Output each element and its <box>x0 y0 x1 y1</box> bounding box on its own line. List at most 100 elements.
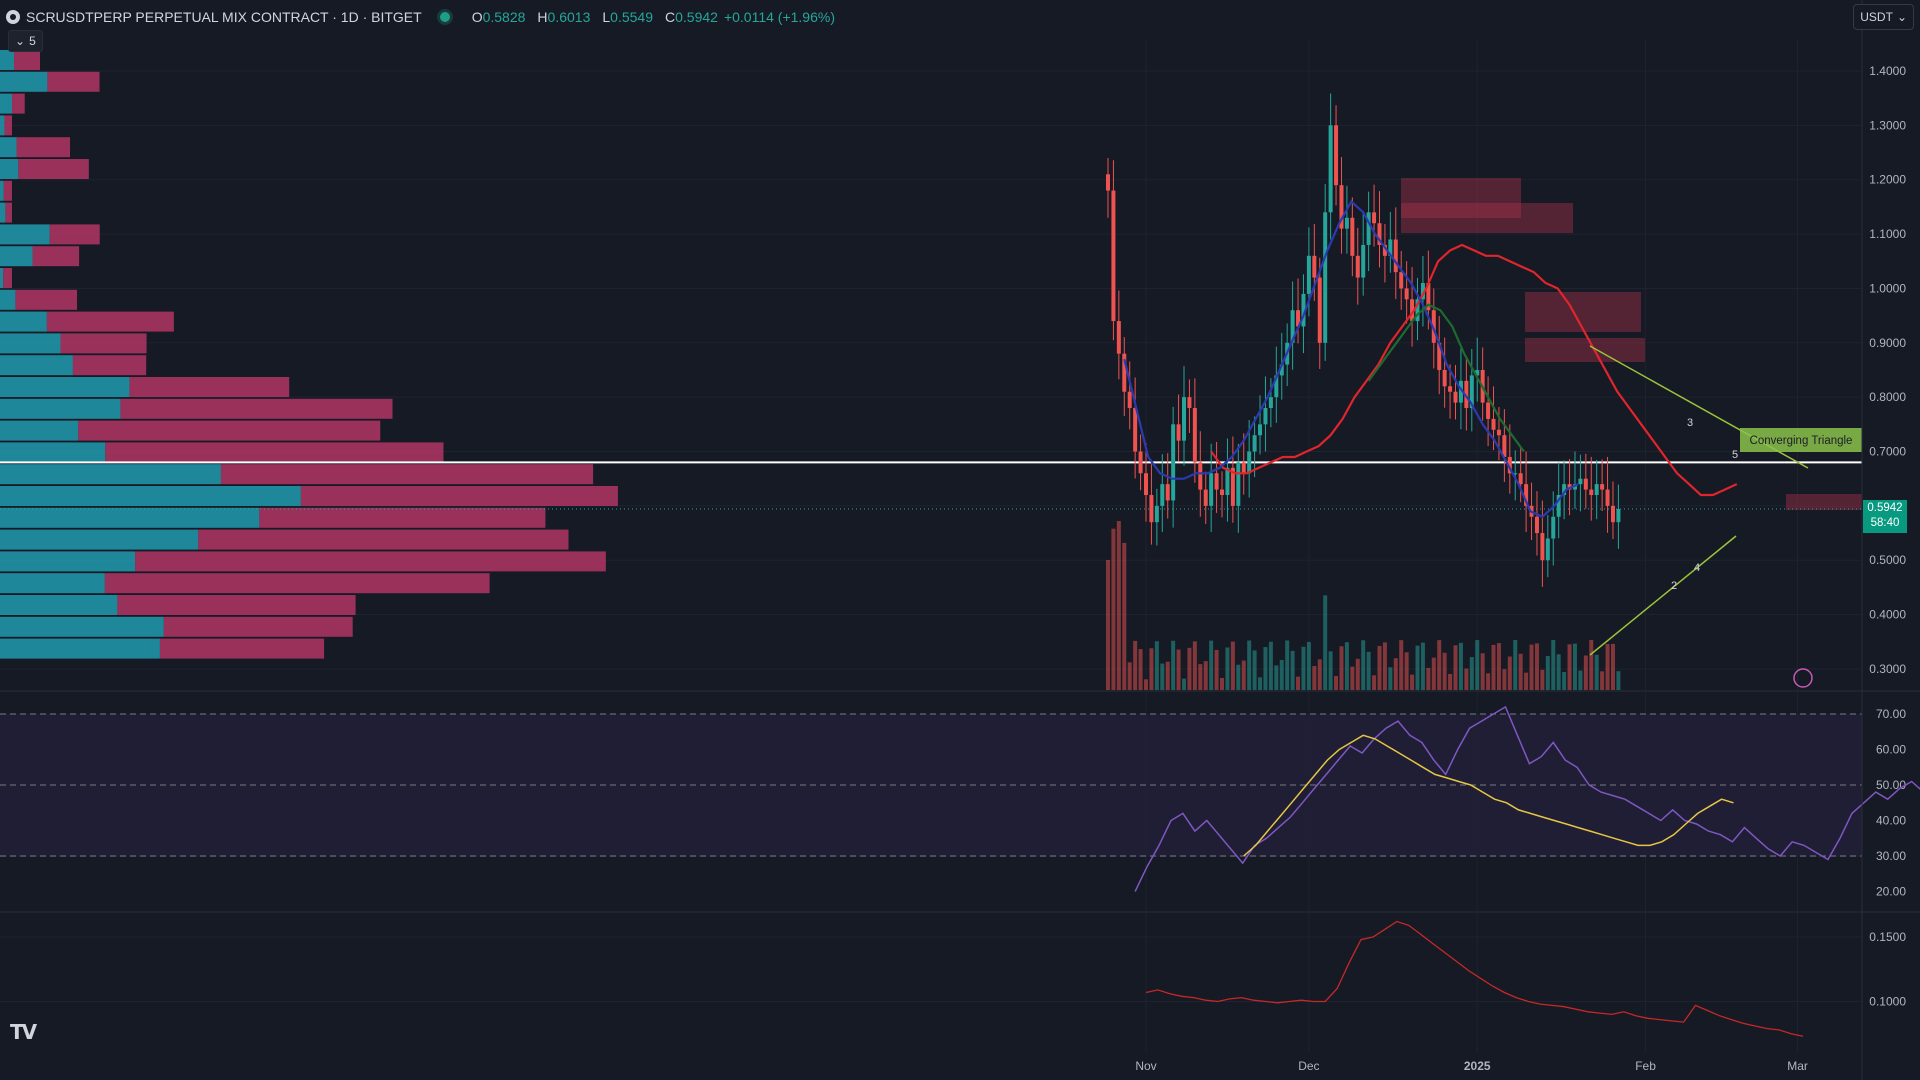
chevron-down-icon: ⌄ <box>1896 10 1907 24</box>
volume-profile-up-bar <box>0 420 79 441</box>
candle-body <box>1328 125 1333 213</box>
candle-body <box>1339 185 1344 229</box>
volume-bar <box>1475 640 1480 690</box>
volume-bar <box>1513 640 1518 690</box>
candle-body <box>1149 495 1154 523</box>
volume-bar <box>1127 662 1132 690</box>
candle-body <box>1133 408 1138 452</box>
candle-body <box>1420 283 1425 300</box>
volume-bar <box>1301 646 1306 690</box>
volume-bar <box>1551 640 1556 690</box>
volume-bar <box>1534 643 1539 690</box>
candle-body <box>1334 125 1339 186</box>
candle-body <box>1236 462 1241 506</box>
volume-bar <box>1312 666 1317 690</box>
candle-body <box>1437 342 1442 370</box>
candle-body <box>1323 212 1328 343</box>
volume-profile-up-bar <box>0 268 4 288</box>
volume-profile-down-bar <box>4 115 12 136</box>
candle-body <box>1214 473 1219 490</box>
candle-body <box>1230 467 1235 506</box>
candle-body <box>1594 484 1599 496</box>
volume-profile-up-bar <box>0 137 17 158</box>
y-tick-label: 0.8000 <box>1869 390 1906 404</box>
indicators-collapse-button[interactable]: ⌄ 5 <box>8 30 43 52</box>
volume-bar <box>1410 674 1415 690</box>
rsi-y-tick-label: 30.00 <box>1876 849 1906 863</box>
volume-profile-up-bar <box>0 573 105 594</box>
logo-icon[interactable] <box>6 10 20 24</box>
volume-bar <box>1154 641 1159 690</box>
volume-bar <box>1372 675 1377 690</box>
close-value: 0.5942 <box>675 9 718 25</box>
volume-bar <box>1214 649 1219 690</box>
volume-profile-down-bar <box>3 268 12 288</box>
currency-selector[interactable]: USDT ⌄ <box>1853 4 1914 30</box>
y-tick-label: 0.9000 <box>1869 336 1906 350</box>
volume-bar <box>1339 646 1344 690</box>
volume-profile-up-bar <box>0 377 130 397</box>
candle-body <box>1486 402 1491 419</box>
volume-bar <box>1176 649 1181 690</box>
volume-bar <box>1220 677 1225 690</box>
supply-zone <box>1401 203 1573 233</box>
candle-body <box>1551 516 1556 539</box>
supply-zone <box>1786 494 1862 510</box>
candle-body <box>1105 174 1110 191</box>
bar-countdown: 58:40 <box>1870 517 1900 529</box>
rsi-y-tick-label: 40.00 <box>1876 814 1906 828</box>
volume-bar <box>1209 640 1214 690</box>
candle-body <box>1247 451 1252 474</box>
volume-profile-down-bar <box>72 355 147 376</box>
volume-bar <box>1605 644 1610 690</box>
volume-bar <box>1252 650 1257 690</box>
tradingview-logo-icon[interactable]: TV <box>10 1020 37 1044</box>
volume-bar <box>1350 666 1355 690</box>
volume-bar <box>1366 651 1371 690</box>
volume-bar <box>1230 641 1235 690</box>
supply-zone <box>1525 292 1641 332</box>
candle-body <box>1192 408 1197 463</box>
candle-body <box>1399 272 1404 289</box>
volume-profile-down-bar <box>12 93 25 114</box>
close-label: C <box>664 9 676 25</box>
volume-bar <box>1355 658 1360 690</box>
volume-bar <box>1600 671 1605 690</box>
volume-bar <box>1328 651 1333 690</box>
candle-body <box>1431 310 1436 343</box>
candle-body <box>1589 489 1594 496</box>
volume-profile-down-bar <box>14 50 41 70</box>
volume-bar <box>1144 679 1148 690</box>
rsi-y-tick-label: 20.00 <box>1876 885 1906 899</box>
wave-label: 3 <box>1687 417 1693 429</box>
candle-body <box>1583 478 1588 490</box>
candle-body <box>1502 435 1507 457</box>
lightning-icon <box>1793 668 1813 688</box>
lower-y-tick-label: 0.1000 <box>1869 995 1906 1009</box>
volume-bar <box>1198 664 1203 690</box>
volume-profile-down-bar <box>18 159 89 179</box>
market-status-dot <box>439 12 450 22</box>
x-tick-label: Dec <box>1298 1059 1319 1073</box>
volume-profile-down-bar <box>129 377 290 397</box>
volume-bar <box>1594 654 1599 690</box>
candle-body <box>1344 217 1349 229</box>
volume-bar <box>1165 661 1170 690</box>
candle-body <box>1475 369 1480 376</box>
symbol-title[interactable]: SCRUSDTPERP PERPETUAL MIX CONTRACT · 1D … <box>26 9 422 25</box>
volume-bar <box>1393 658 1398 690</box>
x-tick-label: 2025 <box>1464 1059 1491 1073</box>
candle-body <box>1355 255 1360 278</box>
currency-label: USDT <box>1860 10 1893 24</box>
candle-body <box>1410 299 1415 322</box>
candle-body <box>1610 505 1615 523</box>
volume-profile-down-bar <box>5 202 12 223</box>
volume-profile-up-bar <box>0 529 199 550</box>
volume-bar <box>1480 653 1485 690</box>
volume-bar <box>1382 642 1387 690</box>
volume-profile-down-bar <box>198 529 569 550</box>
volume-bar <box>1182 678 1187 690</box>
candle-body <box>1203 489 1208 506</box>
volume-bar <box>1529 644 1534 690</box>
